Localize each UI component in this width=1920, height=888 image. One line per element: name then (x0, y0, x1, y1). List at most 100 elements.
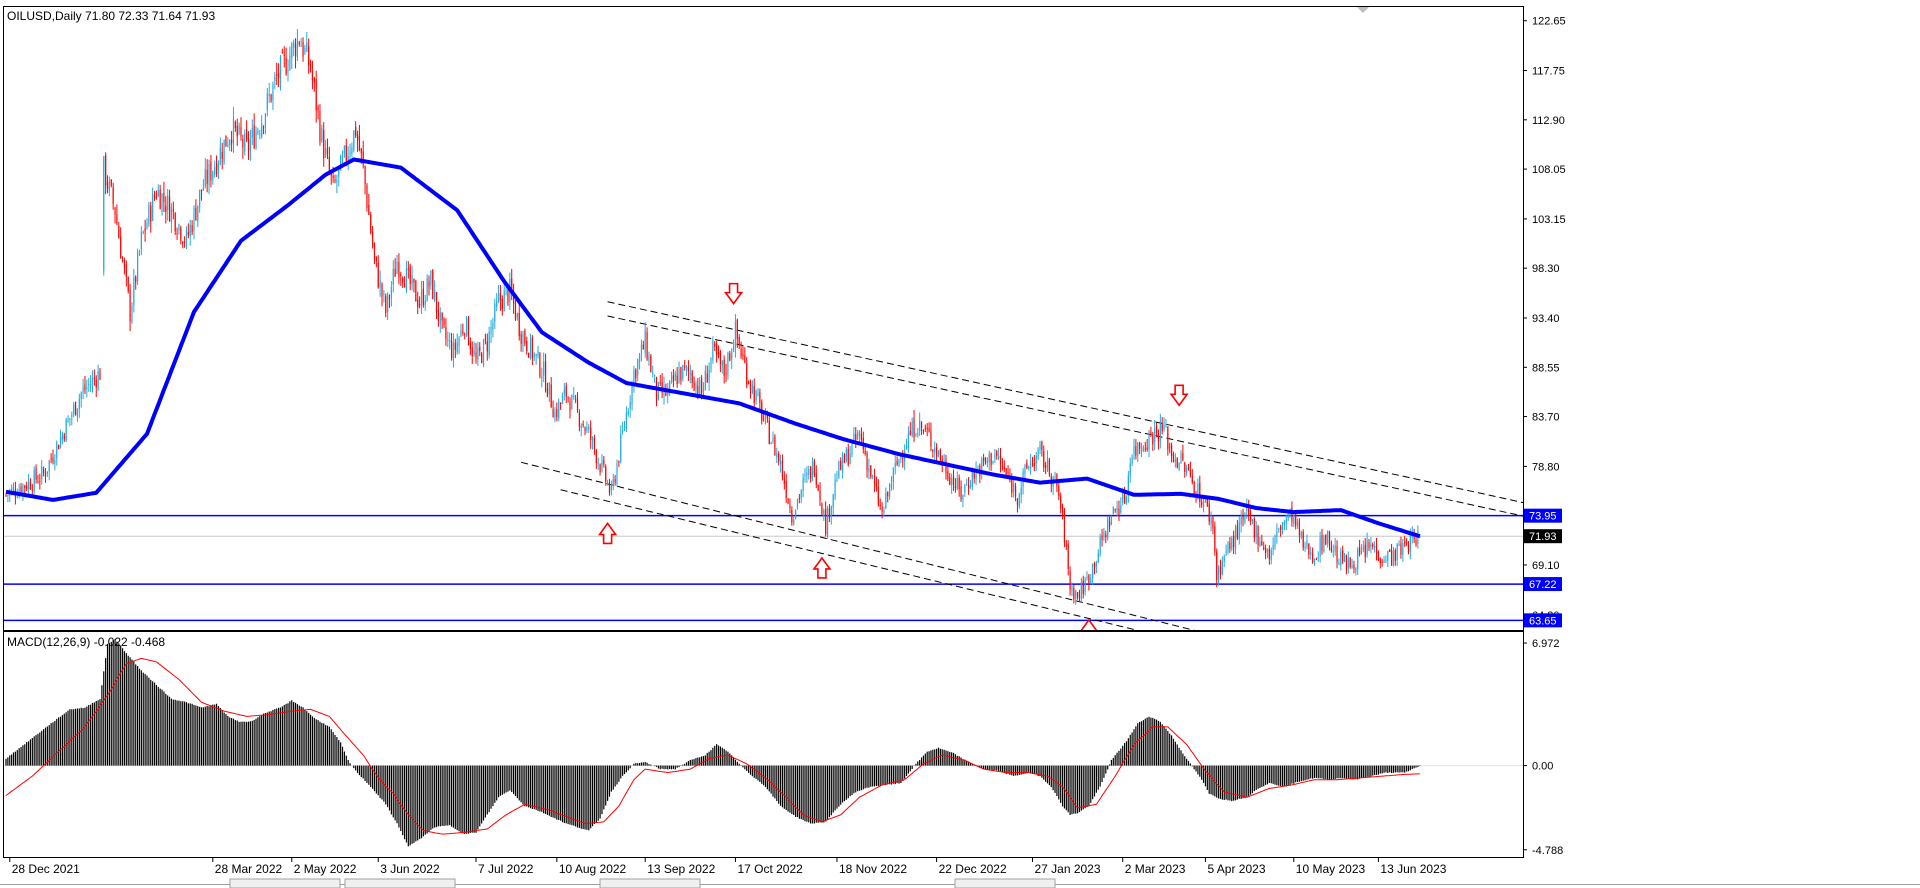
candle-body (1218, 567, 1220, 581)
candle-body (5, 494, 7, 496)
candle-body (1180, 454, 1182, 464)
candle-body (1396, 544, 1398, 561)
candle-body (1394, 550, 1396, 561)
candle-body (1270, 550, 1272, 561)
candle-body (887, 492, 889, 497)
candle-body (924, 427, 926, 429)
candle-body (905, 445, 908, 450)
candle-body (755, 390, 757, 401)
price-axis-label: 88.55 (1532, 362, 1560, 374)
candle-body (1003, 466, 1005, 469)
candle-body (717, 352, 720, 354)
candle-body (279, 56, 282, 83)
candle-body (791, 510, 793, 523)
candle-body (370, 214, 372, 233)
candle-body (637, 360, 639, 376)
candle-body (875, 483, 878, 488)
candle-body (1377, 551, 1379, 561)
candle-body (1406, 542, 1408, 544)
candle-body (565, 386, 567, 397)
candle-body (721, 361, 723, 366)
candle-body (195, 207, 197, 221)
candle-body (415, 280, 417, 302)
candle-body (1035, 455, 1037, 464)
candle-body (983, 457, 985, 461)
candle-body (1144, 448, 1146, 450)
candle-body (892, 467, 894, 482)
candle-body (178, 224, 180, 231)
candle-body (84, 384, 86, 391)
candle-body (259, 133, 261, 135)
candle-body (702, 389, 705, 393)
candle-body (1165, 425, 1167, 427)
candle-body (125, 264, 127, 277)
candle-body (428, 281, 430, 287)
candle-body (1300, 532, 1302, 537)
candle-body (670, 376, 673, 379)
chart-tab[interactable] (954, 878, 1056, 888)
candle-body (676, 375, 678, 385)
candle-body (1114, 509, 1116, 511)
chart-tab[interactable] (344, 878, 456, 888)
candle-body (373, 243, 376, 258)
candle-body (1385, 560, 1387, 562)
chart-tab[interactable] (599, 878, 701, 888)
candle-body (843, 454, 846, 463)
candle-body (76, 408, 79, 417)
candle-body (1061, 506, 1064, 514)
candle-body (958, 477, 960, 490)
candle-body (24, 485, 26, 488)
candle-body (174, 213, 176, 232)
candle-body (193, 207, 195, 232)
candle-body (772, 437, 774, 442)
candle-body (744, 355, 746, 363)
candle-body (947, 471, 949, 480)
candle-body (810, 466, 812, 479)
candle-body (855, 434, 857, 440)
candle-body (1103, 532, 1105, 538)
macd-plot-area[interactable] (4, 639, 1523, 847)
candle-body (1398, 544, 1400, 546)
candle-body (1043, 451, 1045, 468)
candle-body (1323, 537, 1325, 552)
candle-body (1383, 560, 1385, 563)
candle-body (1285, 519, 1287, 524)
price-axis-label: 93.40 (1532, 313, 1560, 325)
candle-body (533, 353, 535, 358)
candle-body (622, 429, 624, 433)
candle-body (204, 168, 206, 186)
candle-body (774, 436, 776, 456)
candle-body (210, 161, 212, 181)
candle-body (200, 189, 203, 192)
candle-body (881, 506, 883, 512)
chart-tab[interactable] (229, 878, 341, 888)
candle-body (1152, 434, 1154, 445)
candle-body (219, 147, 221, 165)
candle-body (1011, 477, 1013, 493)
level-price-tag-label: 63.65 (1529, 615, 1557, 627)
price-plot-area[interactable] (4, 29, 1895, 640)
candle-body (1360, 550, 1363, 553)
candle-body (456, 342, 458, 353)
candle-body (526, 340, 528, 351)
candle-body (486, 341, 488, 352)
time-axis-label: 10 Aug 2022 (559, 862, 627, 876)
scroll-shift-marker[interactable] (1357, 7, 1369, 13)
candle-body (652, 373, 654, 375)
candle-body (1315, 559, 1317, 561)
candle-body (206, 169, 208, 185)
candle-body (364, 166, 366, 185)
candle-body (238, 125, 240, 134)
candle-body (1099, 537, 1101, 555)
candle-body (405, 267, 408, 291)
candle-body (907, 433, 909, 448)
candle-body (922, 430, 925, 432)
candle-body (165, 205, 167, 212)
main-plot-border (3, 6, 1524, 631)
candle-body (469, 342, 471, 351)
candle-body (492, 322, 494, 330)
candle-body (1101, 535, 1103, 541)
candle-body (27, 480, 30, 490)
candle-body (896, 460, 898, 465)
